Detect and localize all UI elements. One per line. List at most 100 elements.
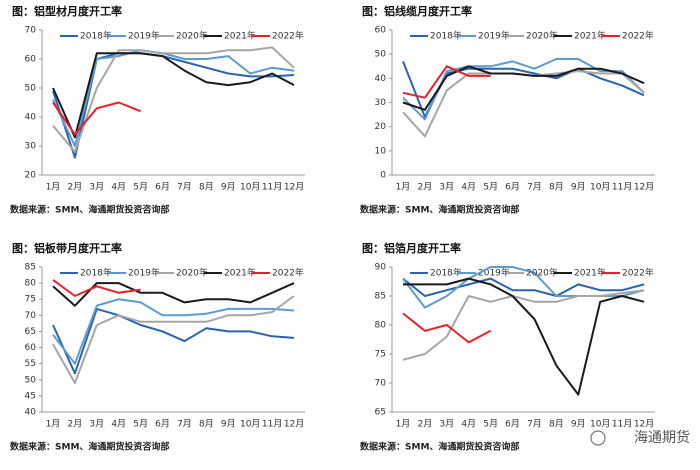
x-tick-label: 10月 xyxy=(590,419,610,430)
legend-label: 2020年 xyxy=(526,30,558,42)
x-tick-label: 2月 xyxy=(68,182,83,193)
y-tick-label: 90 xyxy=(375,263,387,273)
y-tick-label: 10 xyxy=(375,146,387,156)
x-tick-label: 7月 xyxy=(177,419,192,430)
watermark-icon xyxy=(590,430,606,446)
y-tick-label: 55 xyxy=(25,359,36,369)
y-tick-label: 20 xyxy=(375,122,387,132)
x-tick-label: 7月 xyxy=(527,419,542,430)
x-tick-label: 7月 xyxy=(177,182,192,193)
y-tick-label: 60 xyxy=(375,26,387,36)
series-line xyxy=(52,282,295,307)
chart-title: 图：铝箔月度开工率 xyxy=(362,241,461,255)
x-tick-label: 11月 xyxy=(612,182,632,193)
y-tick-label: 70 xyxy=(25,26,37,36)
series-line xyxy=(402,312,492,344)
y-tick-label: 30 xyxy=(25,142,37,152)
x-tick-label: 11月 xyxy=(612,419,632,430)
y-tick-label: 65 xyxy=(25,327,36,337)
chart-title: 图：铝板带月度开工率 xyxy=(12,241,122,255)
legend-label: 2021年 xyxy=(574,267,606,279)
series-line xyxy=(402,65,491,99)
legend-label: 2022年 xyxy=(272,267,304,279)
y-tick-label: 45 xyxy=(25,391,36,401)
x-tick-label: 3月 xyxy=(439,182,454,193)
x-tick-label: 10月 xyxy=(240,182,260,193)
legend-label: 2019年 xyxy=(478,30,510,42)
x-tick-label: 5月 xyxy=(483,419,498,430)
x-tick-label: 9月 xyxy=(221,182,236,193)
legend-label: 2019年 xyxy=(478,267,510,279)
series-line xyxy=(52,101,141,136)
x-tick-label: 4月 xyxy=(461,182,476,193)
series-line xyxy=(52,52,295,159)
x-tick-label: 7月 xyxy=(527,182,542,193)
x-tick-label: 6月 xyxy=(505,419,520,430)
x-tick-label: 3月 xyxy=(439,419,454,430)
x-tick-label: 8月 xyxy=(549,182,564,193)
x-tick-label: 10月 xyxy=(240,419,260,430)
y-tick-label: 0 xyxy=(380,171,386,181)
legend-label: 2018年 xyxy=(430,267,462,279)
y-tick-label: 60 xyxy=(25,343,37,353)
legend-label: 2021年 xyxy=(224,267,256,279)
legend-label: 2021年 xyxy=(574,30,606,42)
legend-label: 2022年 xyxy=(272,30,304,42)
source-note: 数据来源：SMM、海通期货投资咨询部 xyxy=(360,204,519,216)
x-tick-label: 6月 xyxy=(155,182,170,193)
x-tick-label: 1月 xyxy=(396,182,411,193)
y-tick-label: 40 xyxy=(25,113,37,123)
y-tick-label: 75 xyxy=(25,295,36,305)
x-tick-label: 12月 xyxy=(284,182,304,193)
series-line xyxy=(52,298,295,365)
x-tick-label: 10月 xyxy=(590,182,610,193)
source-note: 数据来源：SMM、海通期货投资咨询部 xyxy=(10,204,169,216)
x-tick-label: 12月 xyxy=(284,419,304,430)
y-tick-label: 40 xyxy=(375,74,387,84)
x-tick-label: 6月 xyxy=(505,182,520,193)
legend-label: 2020年 xyxy=(526,267,558,279)
legend-label: 2018年 xyxy=(80,267,112,279)
x-tick-label: 4月 xyxy=(111,182,126,193)
series-line xyxy=(402,289,645,361)
legend-label: 2021年 xyxy=(224,30,256,42)
series-line xyxy=(402,58,645,121)
source-note: 数据来源：SMM、海通期货投资咨询部 xyxy=(360,441,519,453)
series-line xyxy=(52,295,295,384)
legend-label: 2022年 xyxy=(622,267,654,279)
legend-label: 2019年 xyxy=(128,30,160,42)
x-tick-label: 2月 xyxy=(68,419,83,430)
legend-label: 2019年 xyxy=(128,267,160,279)
legend-label: 2022年 xyxy=(622,30,654,42)
x-tick-label: 11月 xyxy=(262,182,282,193)
series-line xyxy=(52,49,295,147)
legend-label: 2018年 xyxy=(430,30,462,42)
y-tick-label: 50 xyxy=(25,84,37,94)
y-tick-label: 85 xyxy=(375,292,386,302)
watermark: 海通期货 xyxy=(634,429,690,446)
y-tick-label: 80 xyxy=(375,321,387,331)
x-tick-label: 1月 xyxy=(46,182,61,193)
x-tick-label: 4月 xyxy=(111,419,126,430)
y-tick-label: 50 xyxy=(375,50,387,60)
chart-title: 图：铝线缆月度开工率 xyxy=(362,4,472,18)
series-line xyxy=(402,277,645,297)
y-tick-label: 40 xyxy=(25,408,37,418)
x-tick-label: 3月 xyxy=(89,182,104,193)
x-tick-label: 12月 xyxy=(634,182,654,193)
series-line xyxy=(52,279,141,297)
source-note: 数据来源：SMM、海通期货投资咨询部 xyxy=(10,441,169,453)
y-tick-label: 60 xyxy=(25,55,37,65)
y-tick-label: 30 xyxy=(375,98,387,108)
x-tick-label: 3月 xyxy=(89,419,104,430)
x-tick-label: 9月 xyxy=(221,419,236,430)
series-line xyxy=(52,46,295,153)
x-tick-label: 5月 xyxy=(483,182,498,193)
series-line xyxy=(403,277,645,396)
x-tick-label: 8月 xyxy=(199,182,214,193)
x-tick-label: 4月 xyxy=(461,419,476,430)
y-tick-label: 50 xyxy=(25,375,37,385)
x-tick-label: 2月 xyxy=(418,182,433,193)
x-tick-label: 5月 xyxy=(133,182,148,193)
